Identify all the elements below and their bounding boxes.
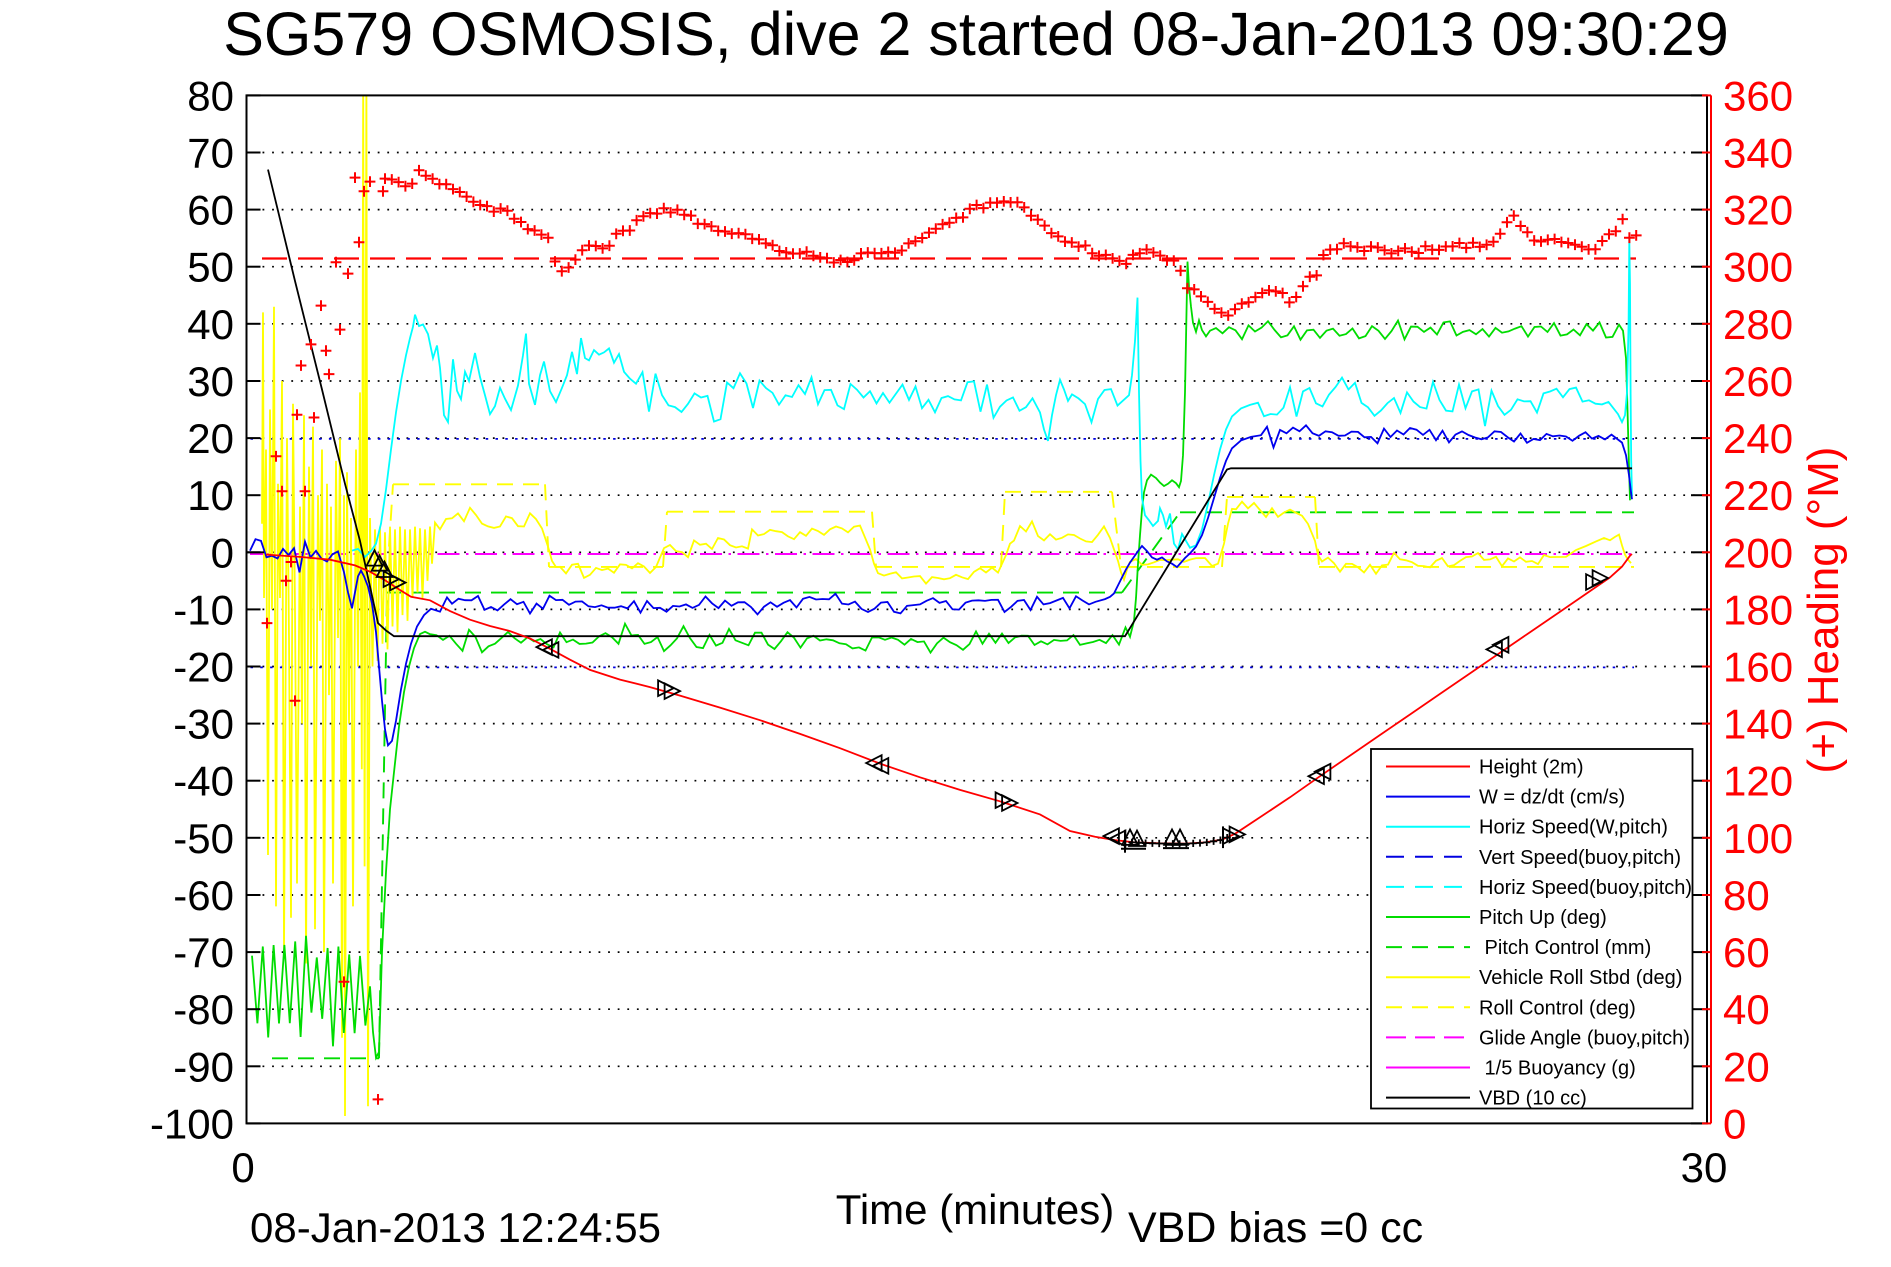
svg-text:Vehicle Roll Stbd (deg): Vehicle Roll Stbd (deg) — [1479, 967, 1682, 989]
svg-text:Pitch Control (mm): Pitch Control (mm) — [1479, 937, 1651, 959]
svg-text:-70: -70 — [173, 929, 234, 976]
svg-text:-90: -90 — [173, 1043, 234, 1090]
svg-text:-20: -20 — [173, 644, 234, 691]
svg-text:220: 220 — [1723, 472, 1793, 519]
svg-text:100: 100 — [1723, 815, 1793, 862]
svg-text:-60: -60 — [173, 872, 234, 919]
svg-text:08-Jan-2013 12:24:55: 08-Jan-2013 12:24:55 — [250, 1204, 661, 1251]
svg-text:0: 0 — [211, 529, 234, 576]
svg-text:20: 20 — [187, 415, 234, 462]
svg-text:-80: -80 — [173, 986, 234, 1033]
svg-text:VBD (10 cc): VBD (10 cc) — [1479, 1088, 1587, 1110]
svg-text:80: 80 — [187, 72, 234, 119]
svg-text:320: 320 — [1723, 187, 1793, 234]
svg-text:40: 40 — [187, 301, 234, 348]
svg-text:140: 140 — [1723, 701, 1793, 748]
svg-text:Time (minutes): Time (minutes) — [836, 1186, 1114, 1233]
svg-text:180: 180 — [1723, 586, 1793, 633]
svg-text:Roll Control (deg): Roll Control (deg) — [1479, 997, 1636, 1019]
svg-text:-100: -100 — [150, 1100, 234, 1147]
svg-text:280: 280 — [1723, 301, 1793, 348]
svg-text:70: 70 — [187, 130, 234, 177]
svg-text:-10: -10 — [173, 586, 234, 633]
svg-text:W = dz/dt (cm/s): W = dz/dt (cm/s) — [1479, 787, 1625, 809]
svg-text:50: 50 — [187, 244, 234, 291]
svg-text:60: 60 — [187, 187, 234, 234]
svg-text:Horiz Speed(W,pitch): Horiz Speed(W,pitch) — [1479, 817, 1668, 839]
svg-text:VBD bias =0 cc: VBD bias =0 cc — [1128, 1204, 1423, 1252]
svg-text:-40: -40 — [173, 758, 234, 805]
svg-text:360: 360 — [1723, 72, 1793, 119]
svg-text:30: 30 — [1681, 1144, 1728, 1191]
svg-text:20: 20 — [1723, 1043, 1770, 1090]
svg-text:0: 0 — [1723, 1100, 1746, 1147]
svg-text:-50: -50 — [173, 815, 234, 862]
svg-text:240: 240 — [1723, 415, 1793, 462]
svg-text:160: 160 — [1723, 644, 1793, 691]
svg-text:60: 60 — [1723, 929, 1770, 976]
svg-text:Glide Angle (buoy,pitch): Glide Angle (buoy,pitch) — [1479, 1027, 1690, 1049]
svg-text:10: 10 — [187, 472, 234, 519]
svg-text:120: 120 — [1723, 758, 1793, 805]
svg-text:30: 30 — [187, 358, 234, 405]
svg-text:Height (2m): Height (2m) — [1479, 757, 1583, 779]
svg-text:(+) Heading (°M): (+) Heading (°M) — [1799, 447, 1848, 774]
svg-text:200: 200 — [1723, 529, 1793, 576]
svg-text:80: 80 — [1723, 872, 1770, 919]
svg-text:300: 300 — [1723, 244, 1793, 291]
svg-text:260: 260 — [1723, 358, 1793, 405]
svg-text:340: 340 — [1723, 130, 1793, 177]
svg-text:1/5 Buoyancy (g): 1/5 Buoyancy (g) — [1479, 1058, 1636, 1080]
svg-text:40: 40 — [1723, 986, 1770, 1033]
svg-text:SG579 OSMOSIS, dive 2 started: SG579 OSMOSIS, dive 2 started 08-Jan-201… — [223, 0, 1729, 68]
svg-text:-30: -30 — [173, 701, 234, 748]
svg-text:0: 0 — [231, 1144, 254, 1191]
svg-text:Vert Speed(buoy,pitch): Vert Speed(buoy,pitch) — [1479, 847, 1681, 869]
svg-text:Horiz Speed(buoy,pitch): Horiz Speed(buoy,pitch) — [1479, 877, 1692, 899]
svg-text:Pitch Up (deg): Pitch Up (deg) — [1479, 907, 1607, 929]
